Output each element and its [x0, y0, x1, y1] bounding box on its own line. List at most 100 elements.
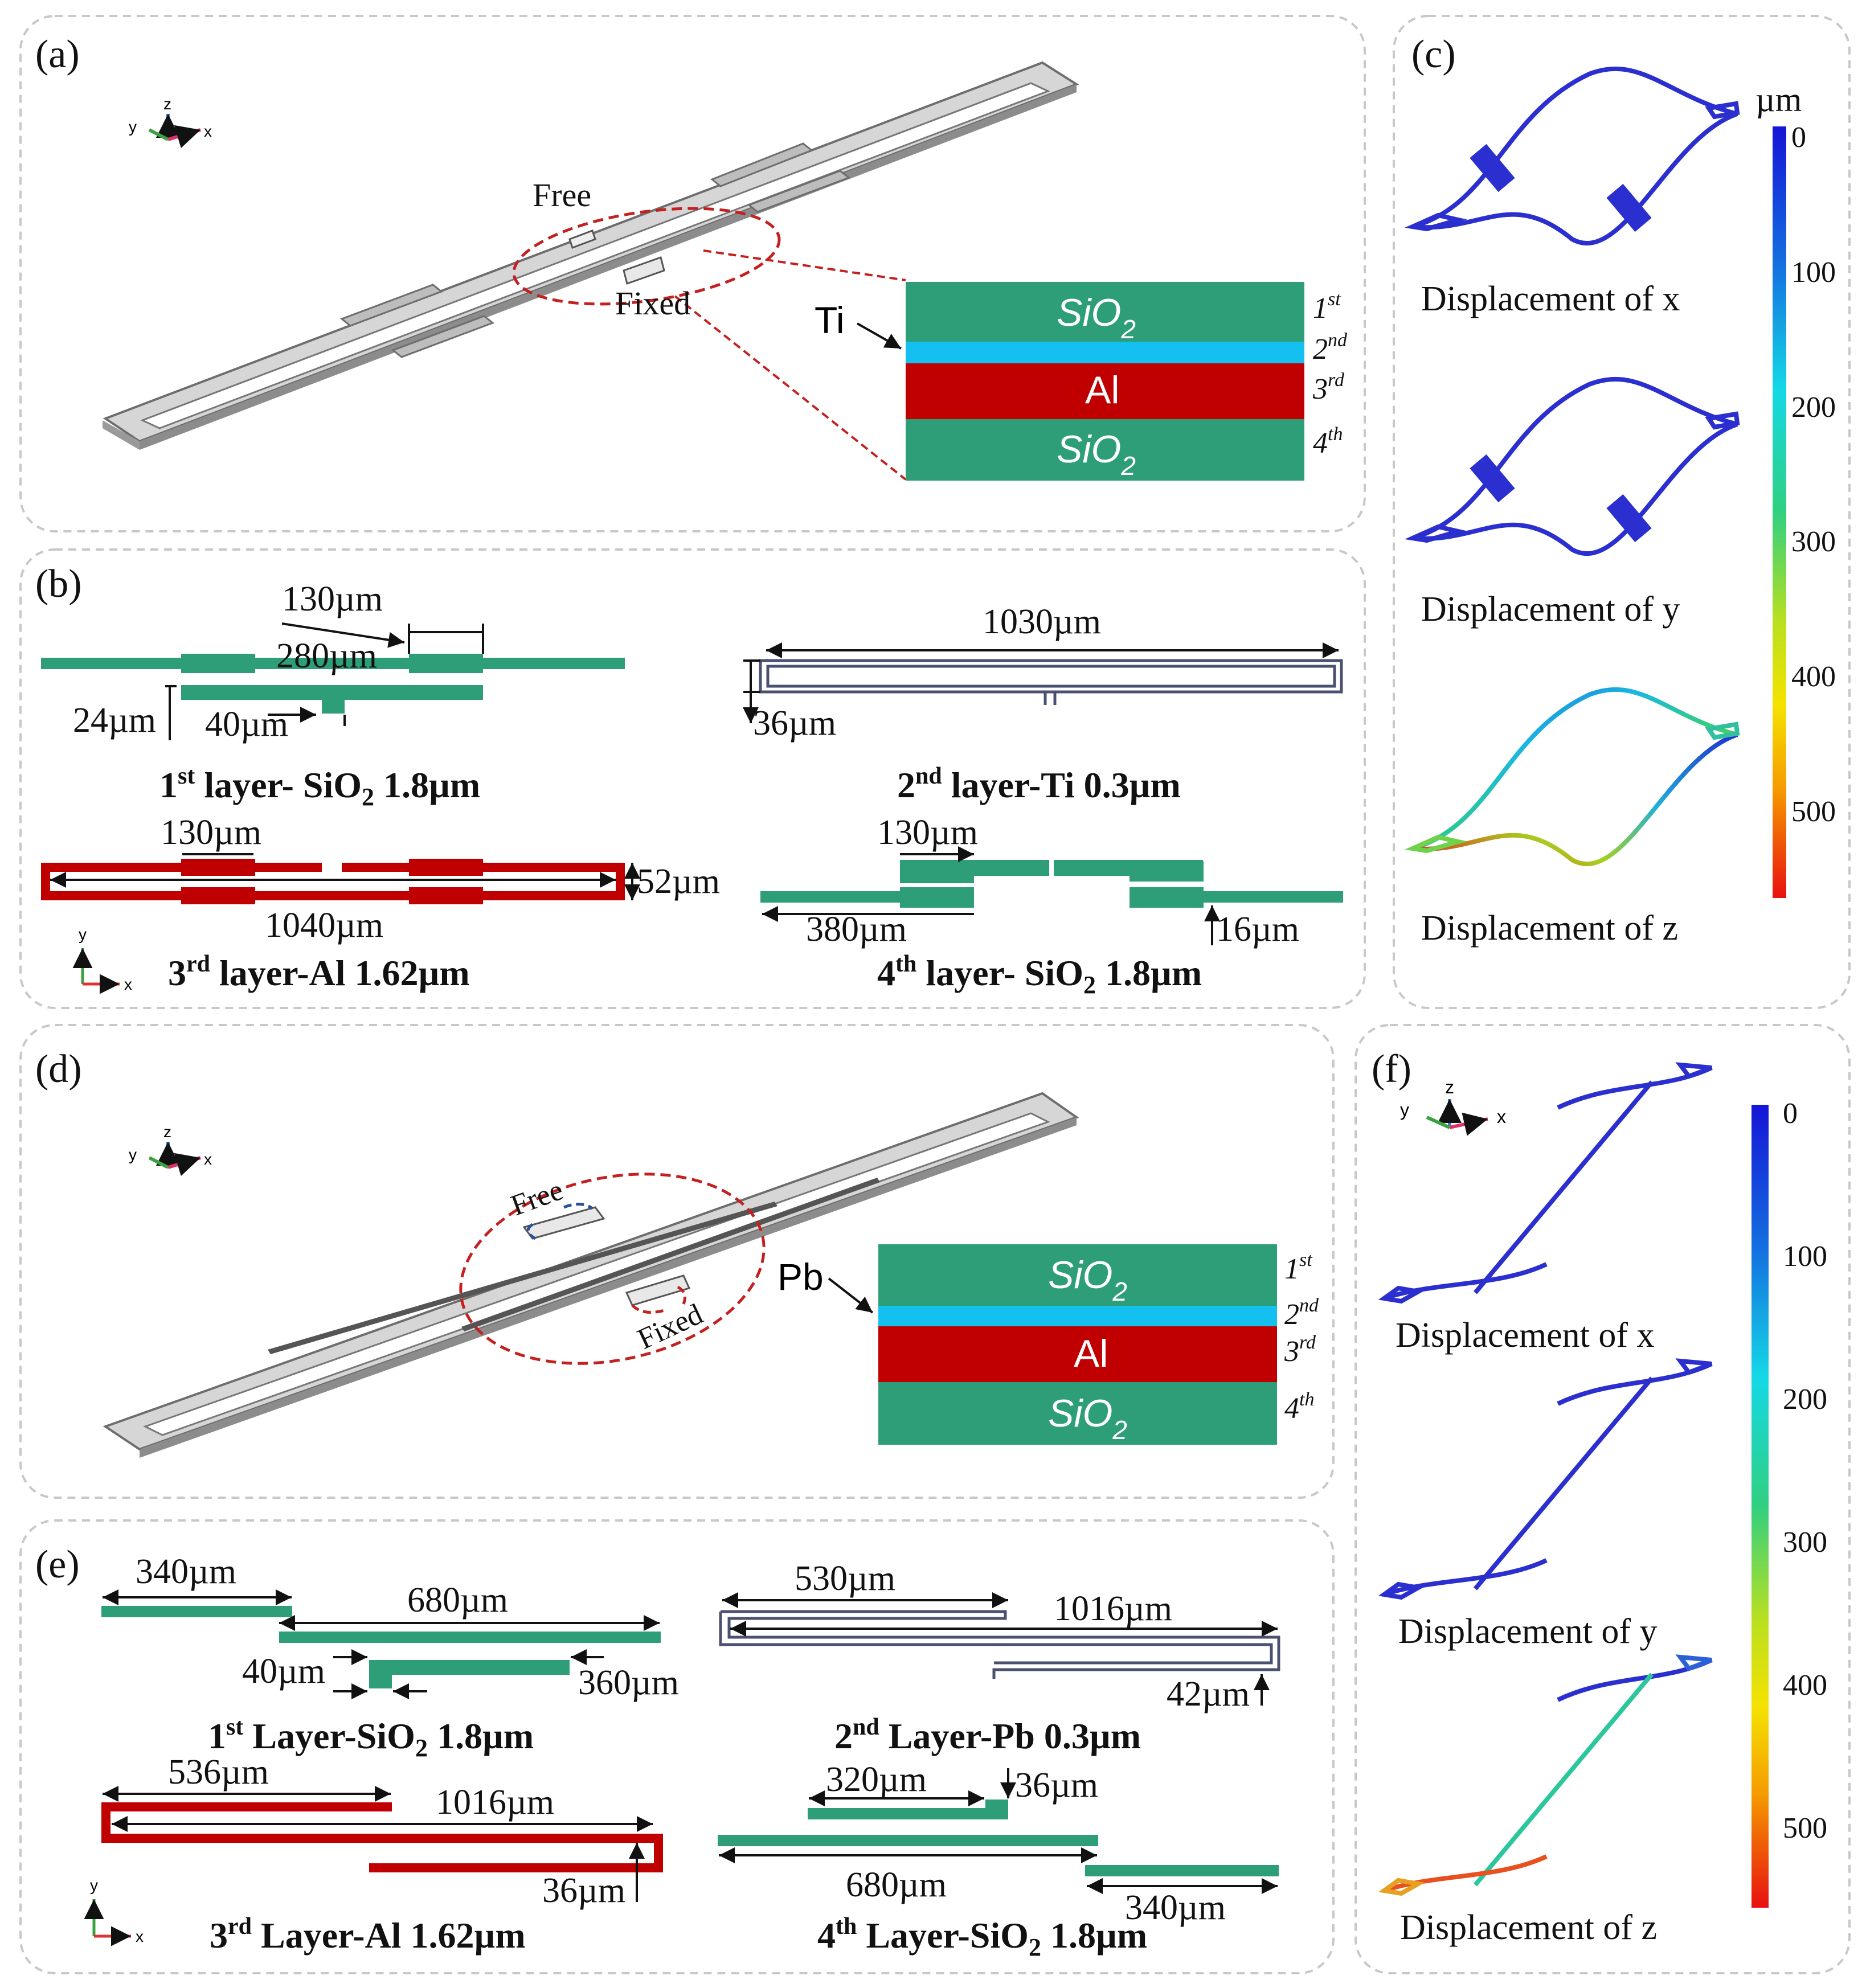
panel-f-frame [1354, 1024, 1851, 1974]
l1-b-dim-280: 280µm [276, 637, 377, 675]
f-tick-300: 300 [1783, 1526, 1827, 1559]
axis-x-label-f: x [1497, 1106, 1506, 1127]
svg-text:4th: 4th [1313, 424, 1343, 460]
stack-a-ti [906, 342, 1304, 363]
layer1-e-shape [101, 1606, 661, 1688]
l4-b-caption: 4th layer- SiO2 1.8µm [877, 951, 1202, 999]
svg-text:4th: 4th [1284, 1389, 1314, 1425]
mode-shape-c-y [1405, 376, 1740, 556]
l3-b-caption: 3rd layer-Al 1.62µm [168, 951, 470, 993]
c-tick-400: 400 [1791, 661, 1836, 693]
axis-y-label: y [129, 118, 137, 136]
axis-x-label-e: x [136, 1928, 144, 1945]
c-tick-300: 300 [1791, 526, 1836, 558]
layer1-b-shape [41, 654, 625, 714]
layer2-e-shape [719, 1610, 1280, 1679]
panel-a-frame [19, 15, 1366, 532]
axis-x-label-d: x [204, 1150, 212, 1168]
l2-b-dim-36: 36µm [753, 704, 836, 743]
c-label-z: Displacement of z [1421, 909, 1678, 948]
mode-shape-c-x [1405, 66, 1740, 246]
layer-stack-d: SiO2 Al SiO2 [878, 1244, 1277, 1445]
layer4-e-shape [718, 1800, 1279, 1876]
c-tick-0: 0 [1791, 121, 1806, 154]
c-label-y: Displacement of y [1421, 590, 1680, 629]
l3-e-dim-36: 36µm [542, 1871, 625, 1910]
l4-b-dim-380: 380µm [806, 910, 907, 949]
axis-x-label-b: x [124, 975, 132, 993]
l2-b-caption: 2nd layer-Ti 0.3µm [897, 763, 1181, 805]
l1-e-dim-680: 680µm [407, 1581, 508, 1620]
stack-a-al [906, 363, 1304, 419]
layer3-b-shape [41, 859, 625, 904]
c-label-x: Displacement of x [1421, 280, 1680, 318]
callout-ellipse-a [512, 207, 781, 306]
colorbar-f: 0 100 200 300 400 500 [1751, 1097, 1827, 1908]
axis-y-label-b: y [79, 925, 87, 943]
stack-a-sio2-bottom [906, 419, 1304, 481]
c-tick-200: 200 [1791, 391, 1836, 424]
panel-label-c: (c) [1411, 32, 1456, 76]
axis-y-label-e: y [90, 1876, 98, 1894]
l1-b-dim-40: 40µm [205, 705, 288, 744]
svg-text:3rd: 3rd [1312, 370, 1345, 405]
axis-z-label-d: z [163, 1123, 171, 1141]
axis-triad-f: z x y [1400, 1077, 1506, 1136]
l1-b-caption: 1st layer- SiO2 1.8µm [159, 763, 480, 811]
panel-b-frame [19, 548, 1366, 1009]
l2-b-dim-1030: 1030µm [983, 602, 1101, 641]
device-3d-d [103, 1092, 1079, 1458]
l2-e-dim-1016: 1016µm [1054, 1589, 1172, 1628]
f-tick-200: 200 [1783, 1383, 1827, 1416]
panel-c-frame [1393, 15, 1851, 1009]
l3-e-dim-536: 536µm [168, 1753, 269, 1792]
free-label-d: Free [507, 1174, 567, 1222]
l1-e-dim-340: 340µm [136, 1552, 236, 1591]
l4-e-caption: 4th Layer-SiO2 1.8µm [817, 1913, 1147, 1961]
f-label-x: Displacement of x [1396, 1316, 1655, 1355]
panel-frames [19, 15, 1851, 1974]
stack-d-sio2-top-label: SiO2 [1048, 1253, 1127, 1306]
panel-label-b: (b) [35, 562, 82, 606]
f-label-z: Displacement of z [1400, 1908, 1657, 1947]
l3-e-caption: 3rd Layer-Al 1.62µm [210, 1913, 526, 1956]
l2-e-dim-42: 42µm [1167, 1675, 1250, 1714]
axis-xy-b: y x [72, 925, 132, 994]
pb-label: Pb [777, 1256, 824, 1298]
axis-xy-e: y x [84, 1876, 144, 1946]
l1-e-dim-360: 360µm [578, 1663, 679, 1702]
device-3d-a [103, 61, 1079, 481]
stack-a-sio2-top-label: SiO2 [1057, 291, 1136, 344]
l4-e-dim-320: 320µm [826, 1760, 927, 1799]
l4-b-dim-16: 16µm [1216, 910, 1299, 949]
mode-shape-f-y [1378, 1358, 1713, 1600]
ti-label: Ti [815, 299, 845, 341]
f-tick-500: 500 [1783, 1812, 1827, 1844]
svg-text:3rd: 3rd [1284, 1332, 1316, 1368]
f-tick-100: 100 [1783, 1240, 1827, 1273]
axis-y-label-d: y [129, 1146, 137, 1163]
panel-label-d: (d) [35, 1047, 82, 1091]
stack-d-al-label: Al [1074, 1332, 1108, 1375]
mode-shape-f-x [1378, 1062, 1713, 1304]
axis-z-label-f: z [1445, 1077, 1454, 1097]
l1-b-dim-24: 24µm [73, 701, 156, 740]
l3-e-dim-1016: 1016µm [436, 1783, 554, 1822]
layer3-e-shape [101, 1802, 663, 1872]
axis-z-label: z [163, 95, 171, 113]
f-tick-400: 400 [1783, 1669, 1827, 1702]
l3-b-dim-130: 130µm [161, 813, 261, 852]
l4-b-dim-130: 130µm [877, 813, 978, 852]
layer2-b-shape [759, 659, 1343, 705]
l4-e-dim-680: 680µm [846, 1866, 947, 1904]
panel-e-frame [19, 1519, 1335, 1974]
svg-text:1st: 1st [1313, 289, 1341, 325]
mode-shape-c-z [1405, 687, 1740, 867]
axis-triad-d: z x y [129, 1123, 212, 1177]
stack-a-sio2-bottom-label: SiO2 [1057, 428, 1136, 481]
l3-b-dim-52: 52µm [637, 862, 720, 901]
svg-text:2nd: 2nd [1284, 1295, 1319, 1331]
l4-e-dim-36: 36µm [1015, 1766, 1098, 1805]
colorbar-c: µm 0 100 200 300 400 500 [1755, 81, 1836, 898]
svg-text:1st: 1st [1284, 1249, 1313, 1285]
